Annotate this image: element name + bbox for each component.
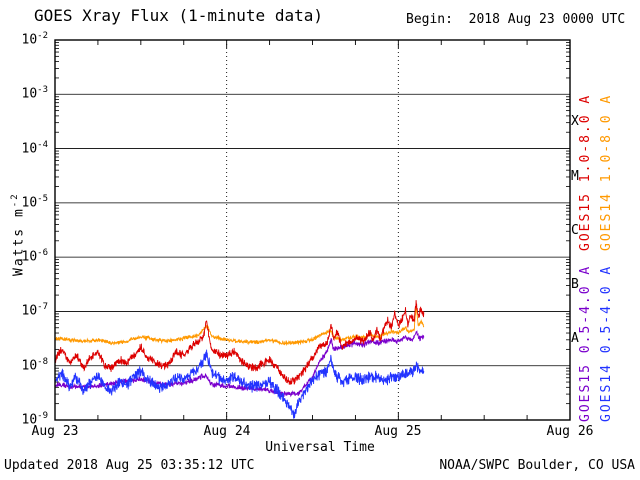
updated-timestamp: Updated 2018 Aug 25 03:35:12 UTC [4,458,255,473]
legend-goes15-short: GOES15 0.5-4.0 A [578,264,593,422]
x-tick-aug25: Aug 25 [374,424,422,439]
y-axis-label: Watts m-2 [8,192,26,276]
flare-class-b: B [571,277,579,292]
y-tick-label: 10-6 [21,248,49,265]
flare-class-m: M [571,169,579,184]
begin-time-label: Begin: 2018 Aug 23 0000 UTC [406,12,626,27]
y-axis-label-base: Watts m [11,207,27,276]
x-tick-aug24: Aug 24 [203,424,251,439]
series-line-goes14-0-5-4-0-a [54,349,425,419]
y-tick-label: 10-5 [21,193,49,211]
y-axis-label-exponent: -2 [10,192,20,208]
flare-class-a: A [571,331,579,346]
y-tick-label: 10-2 [21,31,49,48]
x-tick-aug26: Aug 26 [546,424,594,439]
series-line-goes15-0-5-4-0-a [54,330,425,398]
y-tick-label: 10-7 [21,302,49,319]
x-tick-aug23: Aug 23 [31,424,79,439]
series-line-goes14-1-0-8-0-a [54,307,425,347]
y-tick-label: 10-8 [21,356,49,374]
legend-goes14-long: GOES14 1.0-8.0 A [599,93,614,251]
flare-class-c: C [571,223,579,238]
series-line-goes15-1-0-8-0-a [54,300,425,385]
legend-goes15-long: GOES15 1.0-8.0 A [578,93,593,251]
flare-class-x: X [571,114,579,129]
y-tick-label: 10-9 [21,411,49,428]
y-tick-label: 10-3 [21,85,49,102]
chart-title: GOES Xray Flux (1-minute data) [34,6,323,25]
y-tick-label: 10-4 [21,139,49,156]
legend-goes14-short: GOES14 0.5-4.0 A [599,264,614,422]
x-axis-label: Universal Time [265,440,375,455]
noaa-credit: NOAA/SWPC Boulder, CO USA [439,458,635,473]
plot-border [54,39,571,421]
